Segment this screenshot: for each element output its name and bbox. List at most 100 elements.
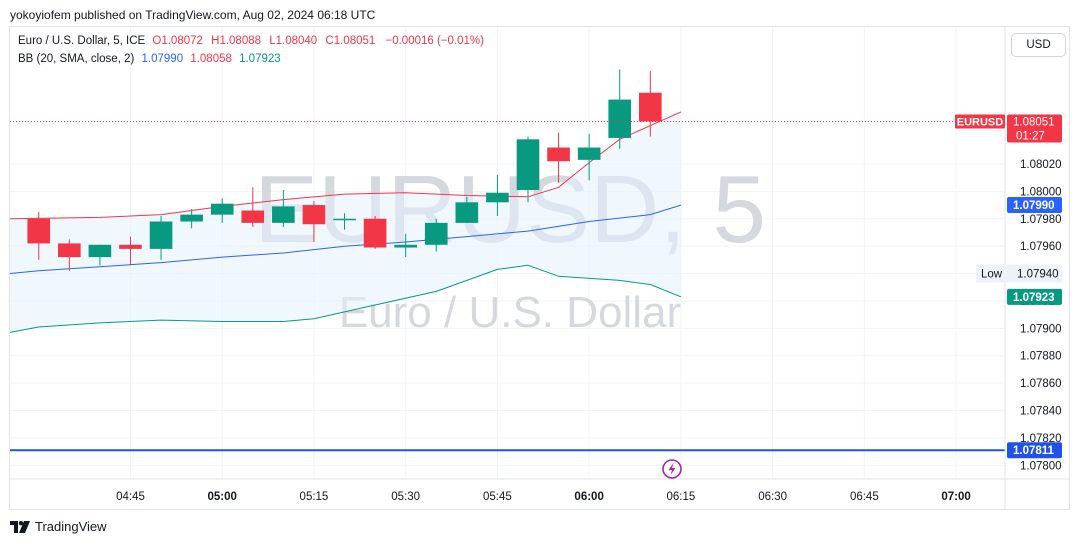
y-tick-label: 1.08000: [1020, 186, 1062, 198]
candle-body: [638, 92, 662, 122]
candles: [27, 69, 662, 271]
x-tick-label: 06:15: [666, 491, 695, 503]
candle[interactable]: [486, 174, 509, 217]
x-tick-label: 06:00: [574, 491, 603, 503]
currency-button[interactable]: USD: [1011, 33, 1066, 57]
bar-countdown: 01:27: [1016, 131, 1045, 143]
candle[interactable]: [394, 233, 417, 258]
bb-basis-line: [9, 204, 682, 274]
symbol-tag-text: EURUSD: [957, 117, 1004, 129]
symbol-tag-bg: [955, 114, 1005, 129]
candle-body: [424, 222, 448, 245]
legend-high-value: 1.08088: [219, 35, 262, 47]
candle-body: [302, 205, 326, 225]
horizontal-line-layer: [10, 121, 1005, 452]
y-tick-label: 1.07800: [1020, 460, 1062, 472]
low-marker-label: Low 1.07940: [976, 264, 1062, 283]
candle[interactable]: [608, 69, 632, 149]
basis-price-label: 1.07990: [1007, 197, 1062, 214]
published-by-line: yokoyiofem published on TradingView.com,…: [10, 8, 376, 22]
candle[interactable]: [638, 70, 662, 137]
y-tick-label: 1.08020: [1020, 159, 1062, 171]
tradingview-logo[interactable]: TradingView: [10, 519, 107, 534]
candle-body: [547, 147, 570, 162]
lower-price-label: 1.07923: [1007, 288, 1062, 305]
candle-body: [180, 214, 203, 222]
candle[interactable]: [577, 133, 601, 181]
legend-bb-upper: 1.08058: [190, 53, 232, 65]
y-tick-label: 1.07960: [1020, 241, 1062, 253]
candle-body: [210, 203, 234, 215]
legend-bb-label: BB (20, SMA, close, 2): [18, 53, 135, 65]
candle-body: [608, 99, 632, 138]
hline-price-label-text: 1.07811: [1013, 445, 1055, 457]
candle[interactable]: [516, 136, 540, 203]
candle[interactable]: [363, 216, 387, 249]
legend-change: −0.00016 (−0.01%): [385, 35, 484, 47]
candle-body: [516, 139, 540, 190]
legend-open-value: 1.08072: [161, 35, 203, 47]
chart-frame: [9, 26, 1070, 510]
low-label-bg: [976, 264, 1062, 283]
bollinger-bands: [9, 111, 682, 333]
candle-body: [577, 147, 601, 160]
x-tick-label: 05:15: [300, 491, 329, 503]
legend-low-label: L: [269, 35, 276, 47]
candle[interactable]: [210, 198, 234, 223]
low-label-value: 1.07940: [1017, 269, 1059, 281]
candle[interactable]: [424, 218, 448, 252]
basis-price-label-bg: [1007, 197, 1062, 214]
legend-bb-basis: 1.07990: [141, 53, 184, 65]
lightning-icon[interactable]: [662, 459, 682, 479]
candle[interactable]: [119, 236, 142, 266]
y-tick-label: 1.07900: [1020, 323, 1062, 335]
candle-body: [27, 218, 51, 244]
symbol-price-label: EURUSD 1.08051 01:27: [955, 114, 1062, 143]
candle[interactable]: [547, 132, 570, 184]
lower-price-label-text: 1.07923: [1013, 292, 1055, 304]
last-price-label-bg: [1007, 114, 1062, 143]
candle[interactable]: [27, 211, 51, 260]
candle[interactable]: [302, 200, 326, 243]
legend-ohlc-row: Euro / U.S. Dollar, 5, ICE O1.08072 H1.0…: [18, 35, 488, 47]
y-tick-label: 1.07840: [1020, 406, 1062, 418]
candle-body: [394, 244, 417, 248]
legend-bb-row: BB (20, SMA, close, 2) 1.07990 1.08058 1…: [18, 53, 285, 65]
legend-high-label: H: [211, 35, 220, 47]
bb-lower-line: [9, 264, 682, 333]
legend-low-value: 1.08040: [275, 35, 318, 47]
x-tick-label: 05:30: [391, 491, 420, 503]
candle[interactable]: [58, 239, 81, 271]
x-tick-label: 05:45: [483, 491, 512, 503]
x-tick-label: 06:45: [850, 491, 879, 503]
legend-close-value: 1.08051: [333, 35, 376, 47]
tradingview-brand: TradingView: [35, 519, 107, 534]
y-tick-label: 1.07820: [1020, 433, 1062, 445]
y-tick-label: 1.07860: [1020, 378, 1062, 390]
basis-price-label-text: 1.07990: [1013, 200, 1055, 212]
candle-body: [119, 244, 142, 249]
hline-price-label-bg: [1007, 442, 1062, 459]
legend-close-label: C: [325, 35, 334, 47]
candle-body: [272, 206, 295, 223]
y-tick-label: 1.07880: [1020, 351, 1062, 363]
candle-body: [486, 192, 509, 203]
candle[interactable]: [88, 244, 112, 266]
last-price-value: 1.08051: [1013, 117, 1055, 129]
candle[interactable]: [180, 209, 203, 229]
low-label-text: Low: [981, 269, 1003, 281]
bb-upper-line: [9, 111, 682, 220]
candle[interactable]: [333, 213, 356, 230]
legend-open-label: O: [152, 35, 162, 47]
candle-body: [363, 218, 387, 248]
candle[interactable]: [455, 196, 479, 223]
candle-body: [88, 244, 112, 258]
candle[interactable]: [272, 189, 295, 227]
candle[interactable]: [149, 216, 173, 260]
candle-body: [455, 202, 479, 223]
candle-body: [333, 218, 356, 221]
x-tick-label: 05:00: [207, 491, 236, 503]
hline-price-label: 1.07811: [1007, 442, 1062, 459]
candle[interactable]: [241, 187, 265, 227]
